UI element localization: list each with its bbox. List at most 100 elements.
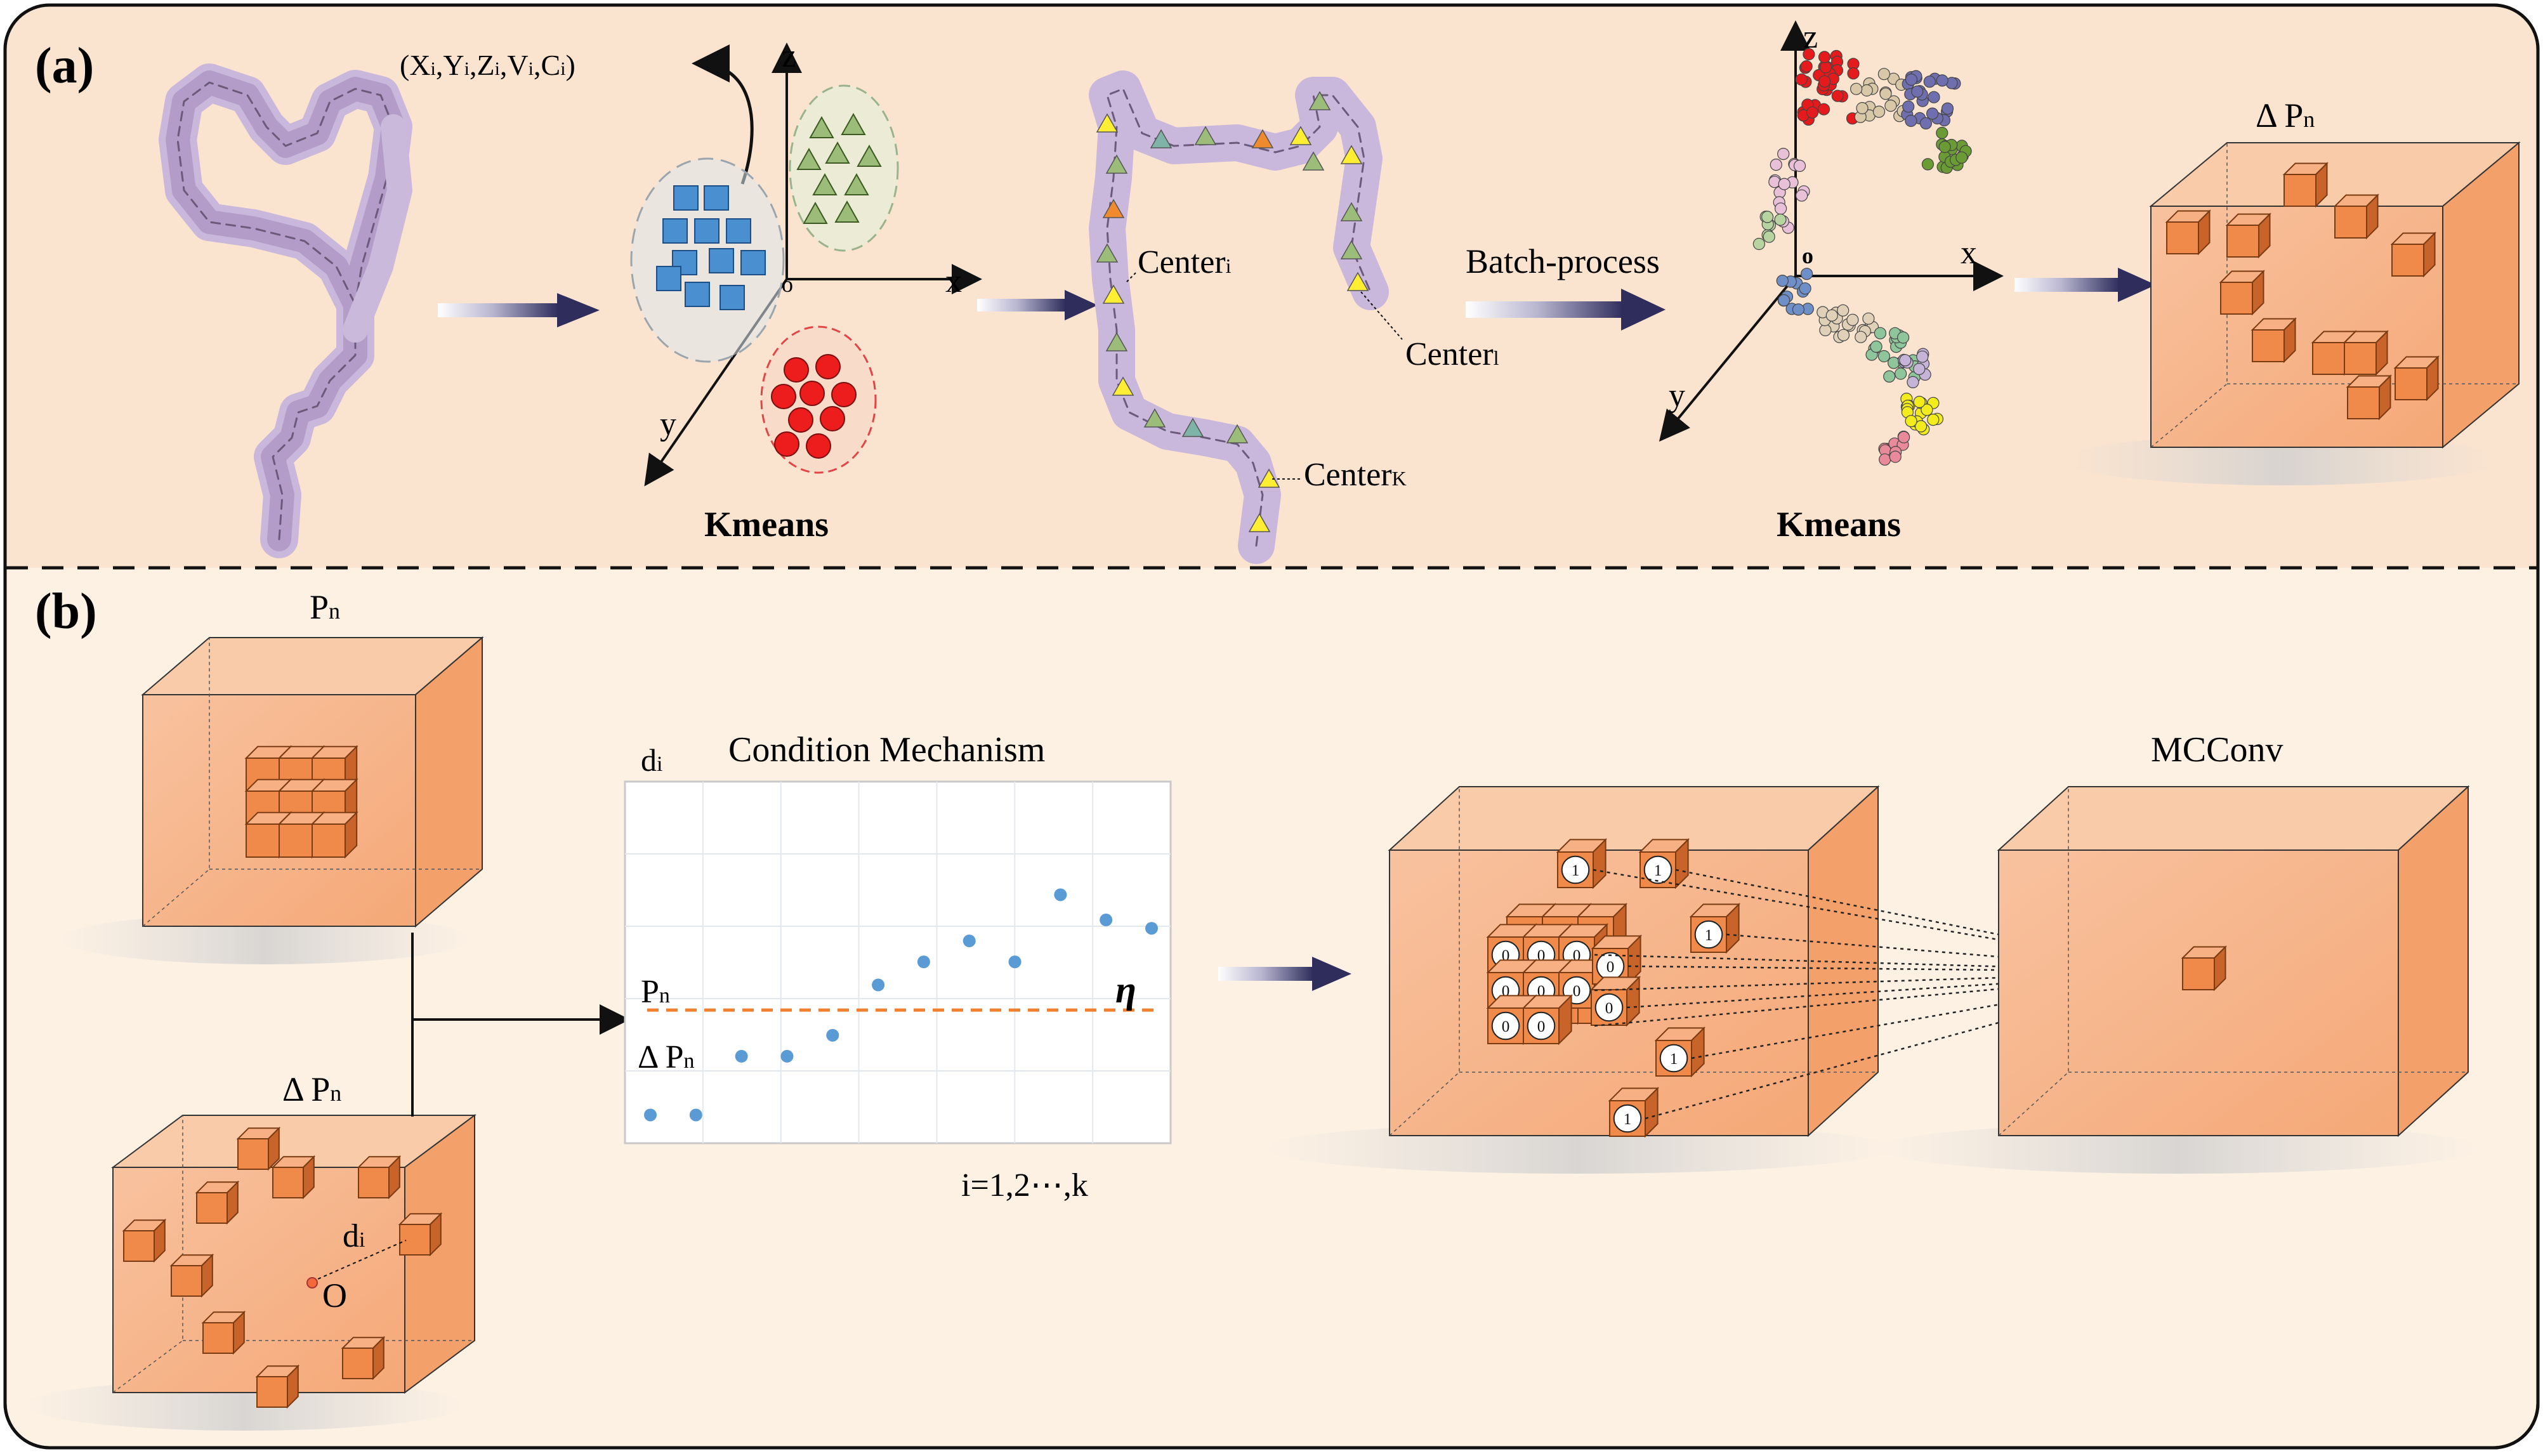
scatter-point (1913, 362, 1926, 376)
small-cube (2282, 162, 2329, 208)
scatter-point (1941, 102, 1954, 115)
scatter-point (1923, 75, 1936, 88)
conv-link (1594, 954, 2186, 973)
scatter-point (1905, 73, 1918, 86)
scatter-point (1936, 74, 1948, 87)
green-triangle-cluster (796, 112, 882, 224)
conv-link (1627, 965, 2186, 973)
small-cube (398, 1212, 443, 1257)
arrow-a1 (438, 293, 600, 327)
small-cube (2390, 232, 2436, 278)
cube-value: 1 (1624, 1111, 1632, 1128)
scatter-point (1879, 453, 1891, 466)
box-a-side (2442, 141, 2520, 449)
scatter-point (1874, 327, 1886, 339)
kmeans-label-right: Kmeans (1777, 505, 1901, 544)
small-cube (201, 1310, 246, 1355)
scatter-point (1877, 350, 1890, 363)
axis-z2-label: z (1803, 19, 1818, 55)
small-cube (2346, 374, 2392, 421)
small-cube (271, 1155, 316, 1200)
scatter-point (1855, 331, 1867, 343)
scatter-point (1799, 282, 1811, 295)
connector-lines (411, 933, 630, 1117)
box-mcconv-front (1998, 849, 2399, 1136)
chart-point (735, 1049, 748, 1063)
chart-title: Condition Mechanism (728, 730, 1045, 770)
scatter-point (1897, 331, 1910, 344)
scatter-point (1818, 51, 1831, 63)
box-mcconv-top (1997, 786, 2470, 851)
small-cube (2251, 317, 2297, 364)
scatter-point (1846, 313, 1859, 326)
scatter-point (1803, 48, 1815, 61)
scatter-point (1819, 324, 1832, 337)
scatter-point (1806, 106, 1819, 119)
scatter-point (1955, 151, 1968, 164)
axis-y2-label: y (1669, 377, 1685, 414)
small-cube: 0 (1591, 934, 1643, 986)
axis-x-label: x (945, 263, 962, 299)
scatter-point (1927, 413, 1940, 426)
red-circle-cluster (771, 354, 857, 459)
center-i-label: Centeri (1138, 244, 1232, 280)
small-cube (357, 1155, 402, 1200)
small-cube: 1 (1556, 837, 1608, 889)
scatter-point (1907, 376, 1919, 389)
conv-link (1645, 971, 2186, 1120)
scatter-point (1837, 329, 1850, 341)
scatter-point (1776, 275, 1789, 287)
scatter-point (1895, 367, 1907, 380)
chart-point (1145, 922, 1158, 935)
box-pn-side (415, 636, 483, 928)
scatter-point (1817, 103, 1830, 115)
scatter-point (1879, 88, 1892, 100)
small-cube: 1 (1608, 1086, 1660, 1138)
scatter-point (1777, 148, 1790, 161)
blue-square-cluster (656, 185, 766, 310)
scatter-point (1801, 268, 1813, 280)
axis-y-label: y (660, 406, 676, 442)
chart-point (780, 1049, 794, 1063)
tuple-arrow (692, 44, 754, 185)
scatter-point (1770, 159, 1782, 171)
chart-point (1008, 955, 1022, 969)
chart-xlabel: i=1,2⋯,k (961, 1167, 1088, 1203)
scatter-point (1775, 202, 1787, 215)
arrow-b (1218, 957, 1351, 991)
scatter-point (1913, 395, 1926, 409)
scatter-point (1818, 75, 1831, 88)
box-mcconv-side (2398, 785, 2469, 1138)
small-cube: 0 (1589, 975, 1641, 1027)
chart-point (872, 978, 885, 992)
cube-value: 0 (1537, 1018, 1546, 1035)
conv-link (1593, 869, 2186, 973)
cube-value: 0 (1607, 959, 1615, 976)
scatter-point (1778, 178, 1791, 190)
small-cube: 1 (1654, 1026, 1706, 1078)
delta-pn-box-a (2063, 141, 2521, 485)
box-dpn-side (404, 1114, 475, 1394)
axes-2 (1659, 20, 2004, 442)
scatter-point (1921, 403, 1933, 416)
origin-point (306, 1277, 318, 1289)
small-cube (2219, 270, 2265, 316)
eta-label: η (1115, 969, 1136, 1011)
small-cube (2343, 330, 2389, 376)
scatter-point (1911, 85, 1924, 98)
chart-point (644, 1108, 657, 1122)
scatter-point (1774, 213, 1787, 226)
scatter-point (1883, 370, 1896, 383)
condition-mechanism-chart (624, 780, 1172, 1144)
scatter-point (1877, 68, 1890, 81)
scatter-point (1921, 158, 1934, 171)
scatter-point (1898, 431, 1910, 443)
center-k-label: CenterK (1304, 457, 1407, 493)
scatter-point (1792, 303, 1804, 316)
scatter-point (1860, 84, 1873, 97)
scatter-point (1884, 100, 1897, 112)
scatter-point (1888, 357, 1900, 369)
scatter-point (1872, 105, 1886, 118)
kmeans-label-left: Kmeans (704, 505, 829, 544)
small-cube (341, 1335, 386, 1381)
